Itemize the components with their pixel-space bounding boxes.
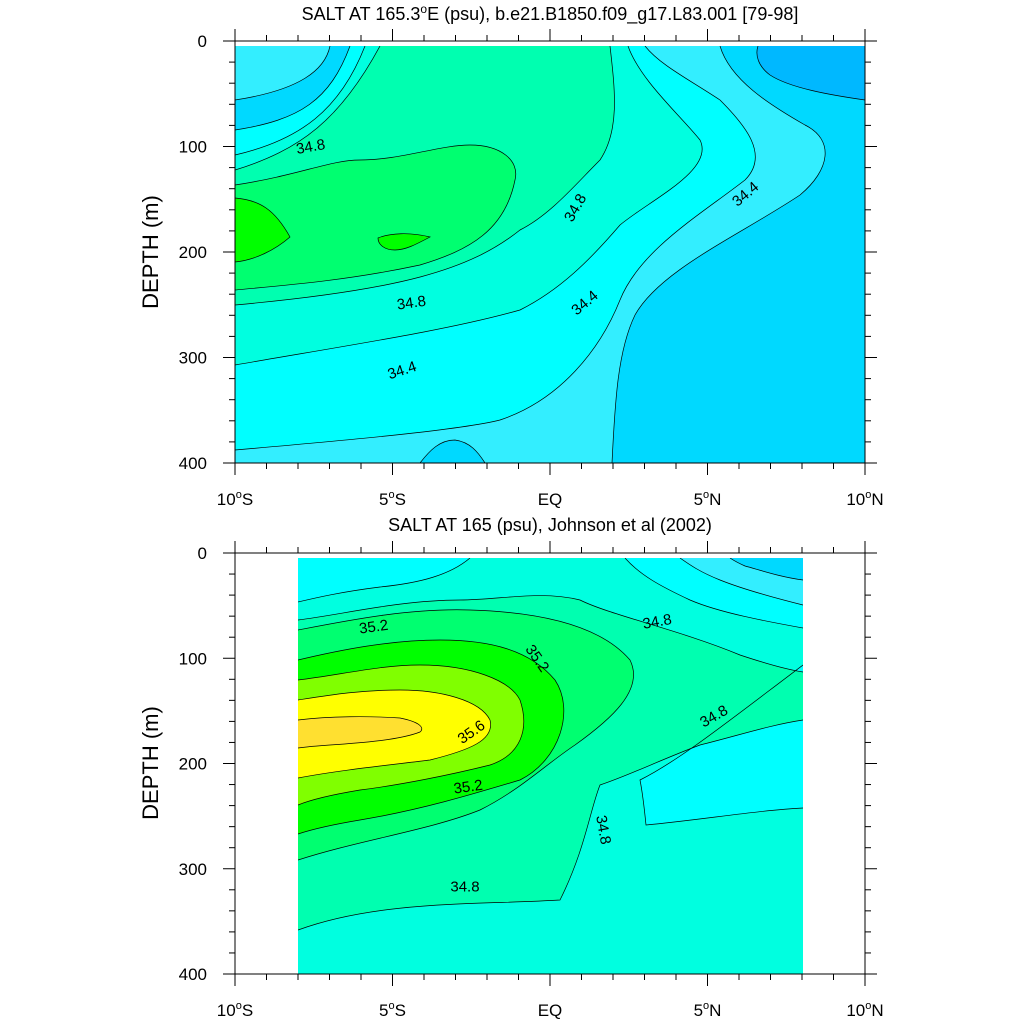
ytick-label: 0 xyxy=(198,544,207,563)
ytick-label: 300 xyxy=(179,349,207,368)
ytick-label: 200 xyxy=(179,243,207,262)
ytick-label: 200 xyxy=(179,755,207,774)
xtick-label: EQ xyxy=(538,1001,563,1020)
ytick-label: 100 xyxy=(179,649,207,668)
fill-35-8 xyxy=(298,716,422,748)
xtick-label: 10oN xyxy=(846,489,883,509)
panel-1-contour-lines xyxy=(235,46,865,463)
ytick-label: 100 xyxy=(179,138,207,157)
contour-label-text: 34.8 xyxy=(450,879,479,896)
contour-label-text: 34.8 xyxy=(592,814,614,846)
xtick-label: 5oS xyxy=(379,1000,406,1020)
contour-label: 34.8 xyxy=(450,879,479,896)
contour-label-text: 35.2 xyxy=(453,777,484,798)
fill-35-2-left xyxy=(235,198,290,262)
panel-1-axes: 0 100 200 300 400 10oS 5oS EQ 5oN 10oN xyxy=(179,29,884,509)
panel-1-title: SALT AT 165.3oE (psu), b.e21.B1850.f09_g… xyxy=(302,2,799,25)
contour-label-text: 34.8 xyxy=(641,611,673,633)
xtick-label: EQ xyxy=(538,490,563,509)
fill-33-8 xyxy=(756,46,865,100)
panel-1-contour-labels: 34.834.8 34.434.8 34.434.4 xyxy=(295,136,762,383)
contour-label: 35.2 xyxy=(453,777,484,798)
fill-35-0 xyxy=(235,145,516,290)
panel-2-contour-lines xyxy=(298,558,803,931)
panel-1-contour-fill xyxy=(235,46,865,463)
contour-label-text: 34.8 xyxy=(396,293,427,314)
xtick-label: 5oN xyxy=(694,1000,722,1020)
contour-label: 34.8 xyxy=(396,293,427,314)
contour-label: 34.8 xyxy=(592,814,614,846)
panel-2-axes: 0 100 200 300 400 10oS 5oS EQ 5oN 10oN xyxy=(179,541,884,1020)
xtick-label: 10oS xyxy=(217,489,253,509)
panel-model-salinity: SALT AT 165.3oE (psu), b.e21.B1850.f09_g… xyxy=(138,2,884,509)
ytick-label: 300 xyxy=(179,860,207,879)
panel-observed-salinity: SALT AT 165 (psu), Johnson et al (2002) xyxy=(138,515,884,1020)
panel-1-ylabel: DEPTH (m) xyxy=(138,195,163,309)
xtick-label: 10oS xyxy=(217,1000,253,1020)
xtick-label: 5oS xyxy=(379,489,406,509)
panel-2-ylabel: DEPTH (m) xyxy=(138,706,163,820)
contour-label: 34.8 xyxy=(295,136,327,158)
xtick-label: 10oN xyxy=(846,1000,883,1020)
ytick-label: 0 xyxy=(198,32,207,51)
contour-label: 34.8 xyxy=(641,611,673,633)
fill-34-4-top-left xyxy=(298,558,470,602)
fill-34-0-top-right xyxy=(730,558,803,580)
ytick-label: 400 xyxy=(179,454,207,473)
contour-label-text: 35.2 xyxy=(358,617,389,638)
panel-2-title: SALT AT 165 (psu), Johnson et al (2002) xyxy=(388,515,712,535)
contour-label: 35.2 xyxy=(358,617,389,638)
ytick-label: 400 xyxy=(179,965,207,984)
xtick-label: 5oN xyxy=(694,489,722,509)
fill-35-2-center xyxy=(378,233,430,250)
fill-34-2 xyxy=(235,46,330,100)
contour-label-text: 34.8 xyxy=(295,136,327,158)
fill-34-0-bottom-pocket xyxy=(420,440,485,463)
